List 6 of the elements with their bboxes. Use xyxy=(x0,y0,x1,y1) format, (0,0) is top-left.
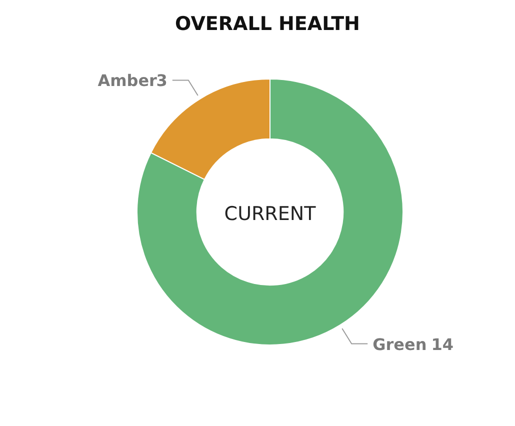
text: CURRENT xyxy=(224,203,316,225)
data-label: 14 xyxy=(431,334,454,354)
slice-label: Amber xyxy=(98,71,158,90)
chart-title: OVERALL HEALTH xyxy=(175,13,360,35)
data-label: 3 xyxy=(156,71,168,90)
slice-label: Green xyxy=(372,334,427,354)
